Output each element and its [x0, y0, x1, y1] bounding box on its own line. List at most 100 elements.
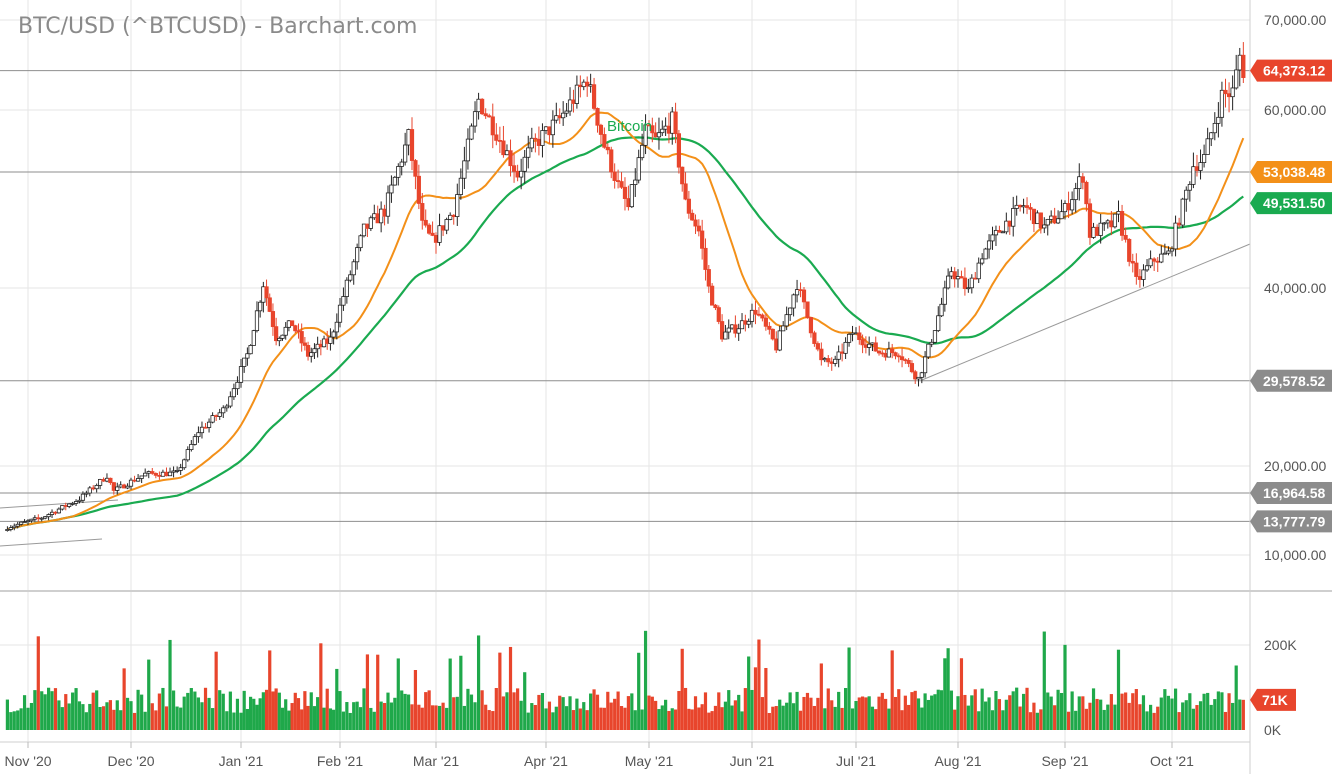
volume-last-tag: 71K	[1262, 692, 1288, 708]
candle-body	[1226, 93, 1232, 98]
volume-bar	[293, 692, 297, 730]
volume-bar	[386, 692, 390, 730]
volume-bar	[723, 701, 728, 730]
candle-body	[962, 277, 968, 289]
volume-bar	[788, 692, 792, 730]
ma-short-tag: 53,038.48	[1263, 164, 1325, 180]
candle-body	[997, 230, 1002, 233]
candle-body	[896, 355, 901, 358]
volume-bar	[717, 692, 721, 730]
volume-bar	[448, 658, 452, 730]
candle-body	[1105, 220, 1110, 224]
volume-bar	[677, 690, 681, 730]
volume-bar	[1028, 712, 1033, 730]
volume-bar	[633, 710, 637, 730]
volume-bar	[179, 707, 183, 730]
candle-body	[540, 130, 545, 146]
volume-bar	[884, 698, 888, 730]
candle-body	[826, 358, 831, 363]
candle-body	[643, 124, 648, 146]
volume-bar	[396, 658, 400, 730]
volume-bar	[946, 648, 950, 730]
volume-bar	[1021, 693, 1026, 730]
candle-body	[929, 341, 934, 345]
candle-body	[867, 343, 872, 348]
volume-bar	[710, 711, 714, 730]
volume-bar	[1234, 665, 1238, 730]
candle-body	[501, 140, 506, 156]
candle-body	[696, 225, 701, 232]
candle-body	[636, 157, 641, 181]
candle-body	[1098, 222, 1103, 236]
candle-body	[32, 517, 37, 520]
volume-bar	[189, 688, 193, 730]
candle-body	[726, 327, 731, 333]
candle-body	[840, 351, 845, 354]
candle-body	[1062, 203, 1068, 213]
candle-body	[1018, 204, 1023, 208]
volume-bar	[1170, 698, 1174, 730]
candle-body	[348, 274, 353, 281]
volume-bar	[609, 702, 613, 730]
volume-bar	[1018, 706, 1022, 730]
volume-bar	[26, 707, 30, 730]
candle-body	[1073, 188, 1078, 201]
candle-body	[1155, 260, 1160, 263]
candle-body	[1119, 211, 1125, 236]
candle-body	[1038, 212, 1043, 229]
candle-body	[1130, 261, 1135, 264]
candle-body	[781, 325, 786, 332]
candle-body	[46, 514, 51, 518]
candle-body	[1194, 166, 1200, 171]
volume-bar	[171, 690, 176, 730]
volume-bar	[547, 701, 552, 730]
volume-bar	[585, 710, 589, 730]
candle-body	[883, 353, 888, 358]
volume-bar	[309, 692, 313, 730]
candle-body	[1116, 211, 1121, 215]
candle-body	[87, 487, 92, 494]
candle-body	[199, 426, 205, 434]
candle-body	[312, 348, 317, 354]
volume-bar	[657, 709, 661, 730]
candle-body	[379, 208, 384, 224]
volume-bar	[523, 672, 527, 730]
candle-body	[267, 297, 272, 312]
volume-bar	[781, 705, 785, 730]
candle-body	[585, 81, 590, 87]
candle-body	[118, 484, 123, 488]
candle-body	[420, 203, 425, 221]
volume-tick-label: 200K	[1264, 637, 1297, 653]
volume-bar	[312, 706, 317, 730]
volume-bar	[164, 706, 169, 730]
candle-body	[857, 332, 862, 340]
volume-bar	[1001, 710, 1005, 730]
candle-body	[656, 132, 662, 138]
candle-body	[462, 160, 467, 179]
volume-bar	[1241, 699, 1245, 730]
x-tick-label: Apr '21	[524, 753, 568, 769]
candle-body	[504, 150, 510, 156]
volume-bar	[410, 704, 414, 730]
candle-body	[653, 132, 658, 138]
volume-bar	[505, 692, 509, 730]
candle-body	[676, 133, 682, 168]
candle-body	[640, 144, 645, 159]
level-tag: 13,777.79	[1263, 513, 1325, 529]
volume-bar	[897, 689, 901, 730]
candle-body	[993, 230, 999, 236]
candle-body	[663, 125, 668, 130]
volume-bar	[140, 694, 144, 730]
candle-body	[132, 479, 137, 482]
candle-body	[906, 359, 911, 364]
volume-bar	[561, 697, 565, 730]
volume-bar	[599, 707, 603, 730]
volume-bar	[445, 707, 449, 730]
volume-bar	[424, 692, 428, 730]
candle-body	[1024, 205, 1030, 208]
candle-body	[736, 328, 741, 334]
level-tag: 16,964.58	[1263, 485, 1325, 501]
y-tick-label: 70,000.00	[1264, 12, 1326, 28]
candle-body	[43, 516, 48, 519]
volume-bar	[1074, 710, 1078, 730]
